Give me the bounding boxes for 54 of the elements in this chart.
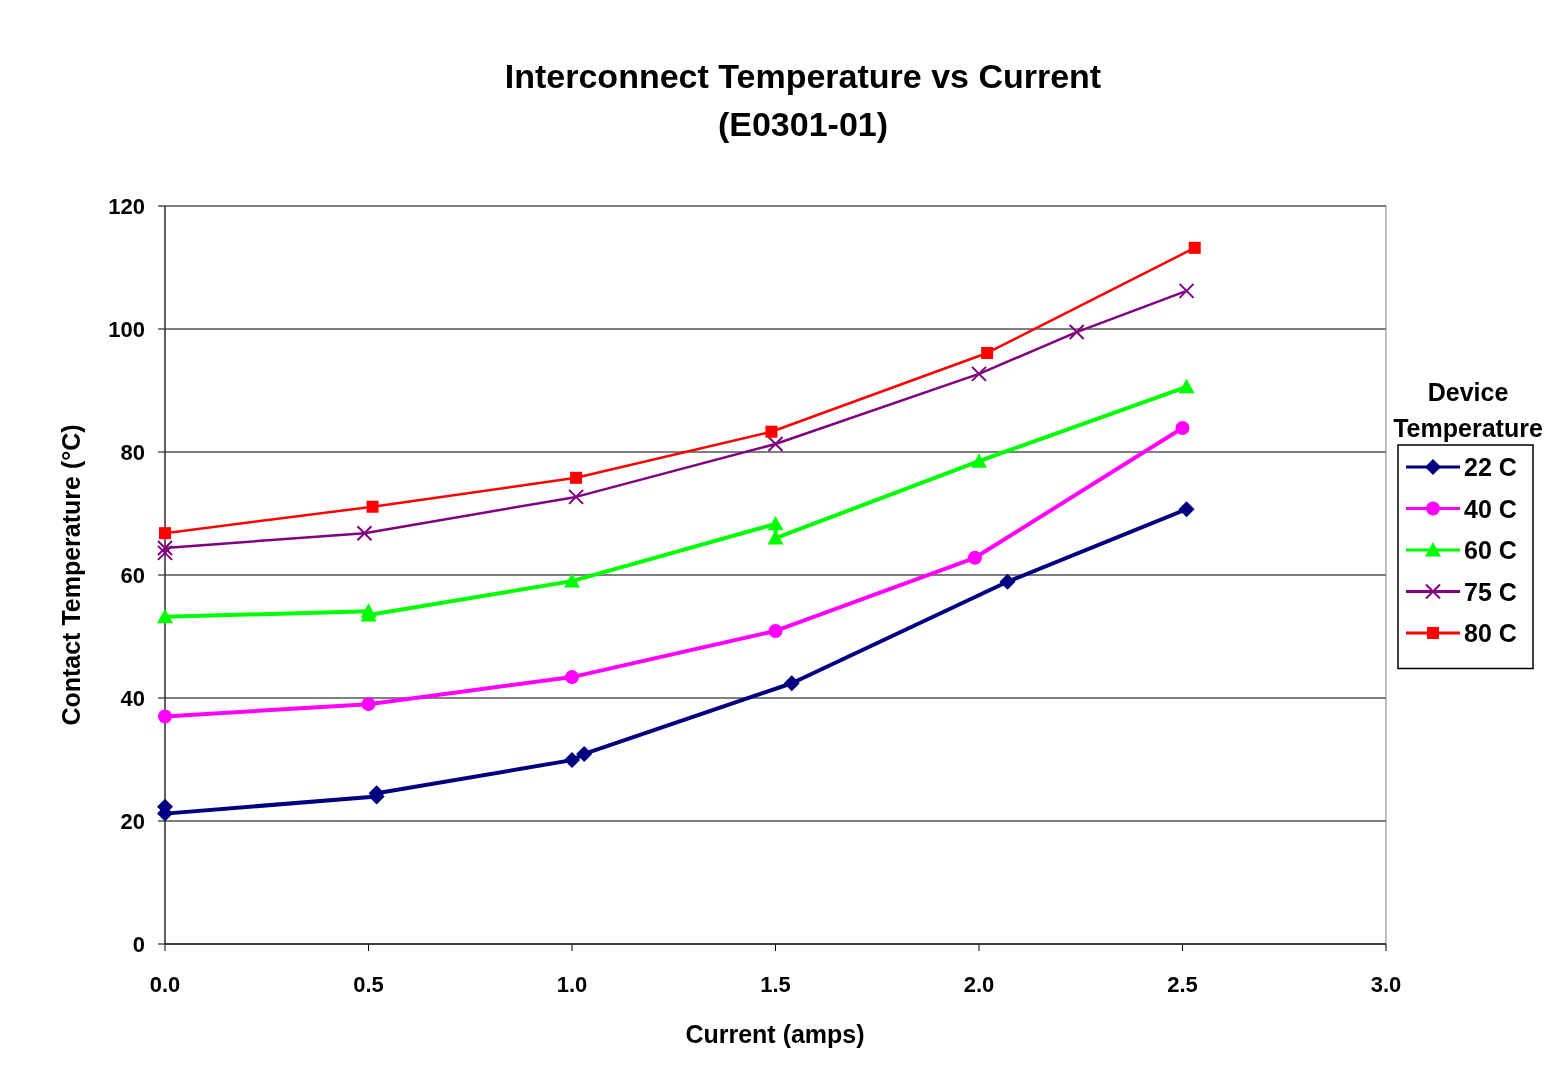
chart-subtitle: (E0301-01) bbox=[717, 105, 889, 143]
x-tick-label: 2.5 bbox=[1167, 972, 1198, 997]
point bbox=[158, 709, 172, 724]
y-tick-label: 40 bbox=[120, 686, 145, 711]
legend-label: 75 C bbox=[1464, 577, 1517, 606]
point bbox=[570, 471, 583, 484]
point bbox=[159, 527, 171, 540]
point bbox=[564, 573, 580, 588]
point bbox=[1175, 421, 1190, 436]
point bbox=[1068, 324, 1085, 341]
legend-title: Device Temperature bbox=[1393, 378, 1543, 442]
point bbox=[157, 544, 173, 561]
point bbox=[767, 515, 784, 531]
x-tick-label: 1.0 bbox=[556, 972, 588, 997]
point bbox=[971, 365, 987, 382]
point bbox=[767, 436, 784, 453]
point bbox=[1178, 282, 1195, 299]
point bbox=[157, 539, 173, 556]
legend-label: 22 C bbox=[1464, 453, 1517, 481]
point bbox=[971, 453, 987, 468]
chart-title: Interconnect Temperature vs Current bbox=[504, 57, 1102, 95]
point bbox=[564, 752, 580, 769]
point bbox=[366, 500, 379, 513]
x-tick-label: 1.5 bbox=[760, 972, 791, 997]
y-tick-label: 20 bbox=[120, 809, 145, 834]
y-axis-title: Contact Temperature (°C) bbox=[57, 424, 85, 726]
point bbox=[981, 346, 994, 359]
point bbox=[565, 670, 579, 685]
point bbox=[765, 425, 778, 438]
x-tick-label: 3.0 bbox=[1370, 972, 1402, 997]
point bbox=[1178, 378, 1195, 394]
y-tick-label: 120 bbox=[108, 194, 145, 219]
x-tick-label: 0.5 bbox=[353, 972, 384, 997]
y-tick-label: 0 bbox=[132, 932, 145, 957]
point bbox=[999, 573, 1016, 590]
point bbox=[768, 623, 783, 638]
x-axis-title: Current (amps) bbox=[685, 1020, 865, 1048]
point bbox=[967, 550, 982, 565]
point bbox=[783, 675, 800, 692]
point bbox=[356, 525, 373, 542]
point bbox=[1178, 501, 1195, 518]
point bbox=[1188, 241, 1201, 254]
x-tick-label: 2.0 bbox=[963, 972, 995, 997]
legend-label: 40 C bbox=[1464, 494, 1517, 523]
point bbox=[576, 745, 593, 762]
legend-label: 80 C bbox=[1464, 619, 1517, 647]
y-tick-label: 80 bbox=[120, 440, 145, 465]
point bbox=[568, 488, 585, 505]
legend-label: 60 C bbox=[1464, 536, 1517, 564]
y-tick-label: 60 bbox=[120, 563, 145, 588]
y-tick-label: 100 bbox=[108, 317, 145, 342]
point bbox=[157, 608, 173, 624]
point bbox=[361, 697, 376, 712]
x-tick-label: 0.0 bbox=[149, 972, 181, 997]
